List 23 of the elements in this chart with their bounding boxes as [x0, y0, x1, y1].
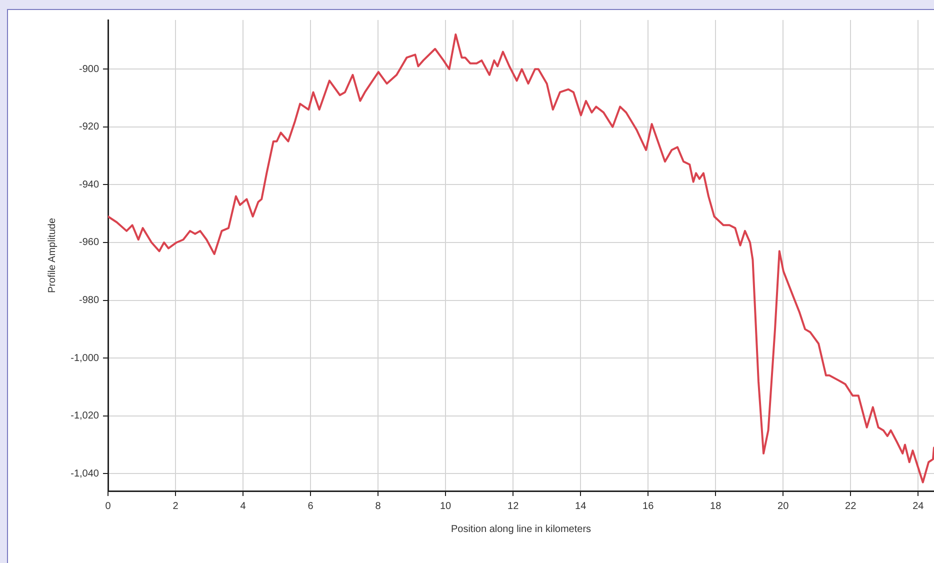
y-tick-label: -1,020	[70, 410, 100, 422]
y-axis-title: Profile Amplitude	[46, 218, 58, 294]
x-axis-title: Position along line in kilometers	[450, 524, 592, 535]
x-tick-label: 18	[710, 500, 722, 512]
x-tick-label: 12	[508, 500, 520, 512]
x-tick-label: 0	[105, 500, 112, 512]
y-tick-label: -940	[78, 179, 100, 190]
y-tick-label: -980	[78, 295, 100, 306]
x-tick-label: 8	[375, 500, 382, 512]
x-tick-label: 14	[575, 500, 587, 512]
y-tick-label: -1,040	[70, 468, 100, 480]
y-tick-label: -900	[78, 64, 100, 75]
y-tick-label: -1,000	[70, 352, 100, 364]
x-tick-label: 16	[642, 500, 654, 512]
x-tick-label: 22	[845, 500, 857, 512]
y-tick-label: -920	[78, 122, 100, 133]
x-tick-label: 20	[778, 500, 790, 512]
x-tick-label: 24	[912, 500, 924, 512]
y-tick-label: -960	[78, 237, 100, 248]
x-tick-label: 10	[440, 500, 452, 512]
x-tick-label: 2	[172, 500, 179, 512]
x-tick-label: 6	[308, 500, 314, 512]
x-tick-label: 4	[240, 500, 246, 512]
